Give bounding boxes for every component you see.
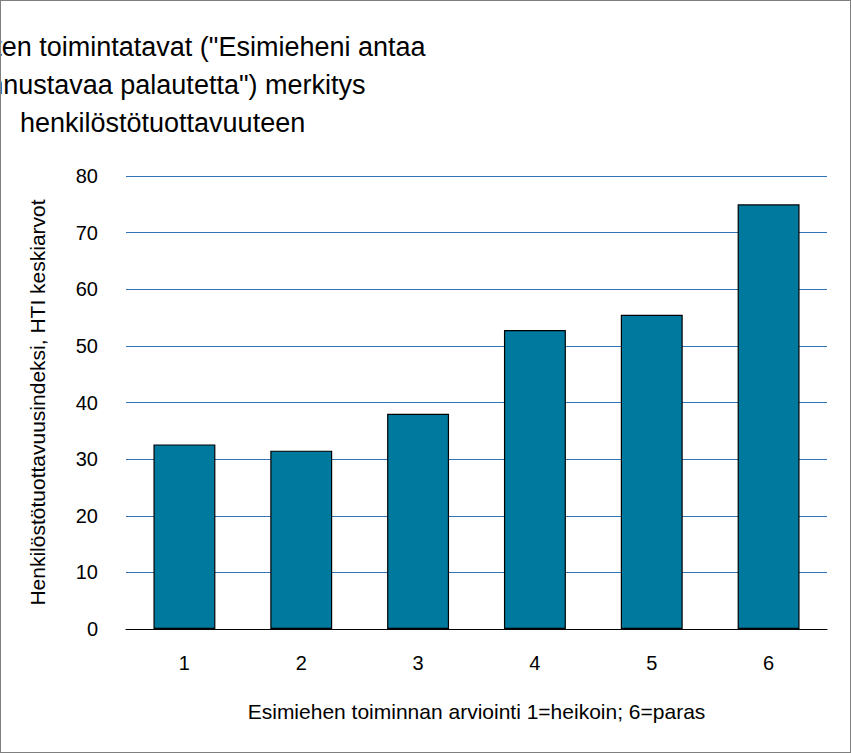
svg-text:0: 0 — [87, 618, 98, 640]
svg-text:6: 6 — [763, 652, 774, 674]
svg-text:2: 2 — [296, 652, 307, 674]
svg-text:4: 4 — [529, 652, 540, 674]
svg-text:70: 70 — [76, 222, 98, 244]
svg-text:kannustavaa palautetta") merki: kannustavaa palautetta") merkitys — [1, 70, 365, 100]
svg-text:Esimiehen toiminnan arviointi: Esimiehen toiminnan arviointi 1=heikoin;… — [248, 700, 706, 723]
svg-text:10: 10 — [76, 561, 98, 583]
svg-text:5: 5 — [646, 652, 657, 674]
svg-text:Esimiesten toimintatavat ("Esi: Esimiesten toimintatavat ("Esimieheni an… — [1, 32, 426, 62]
svg-text:20: 20 — [76, 505, 98, 527]
svg-text:80: 80 — [76, 165, 98, 187]
svg-text:40: 40 — [76, 392, 98, 414]
svg-text:3: 3 — [413, 652, 424, 674]
svg-text:60: 60 — [76, 278, 98, 300]
svg-text:henkilöstötuottavuuteen: henkilöstötuottavuuteen — [20, 108, 305, 138]
svg-text:1: 1 — [179, 652, 190, 674]
svg-text:30: 30 — [76, 448, 98, 470]
svg-text:50: 50 — [76, 335, 98, 357]
svg-text:Henkilöstötuottavuusindeksi, H: Henkilöstötuottavuusindeksi, HTI keskiar… — [26, 199, 49, 605]
